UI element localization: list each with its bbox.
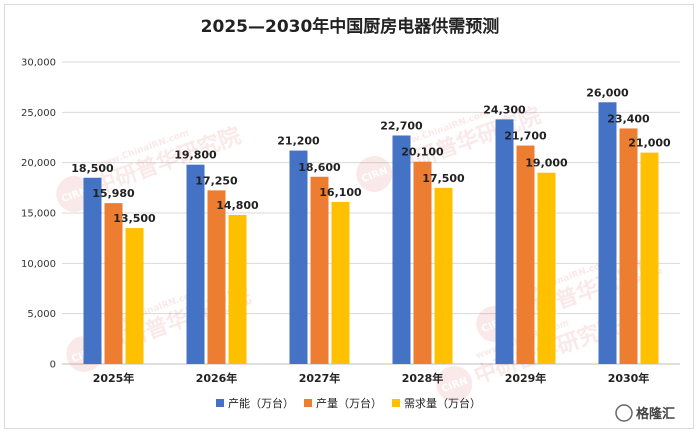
data-label: 13,500	[113, 212, 156, 225]
bar	[537, 172, 556, 364]
data-label: 21,000	[628, 137, 671, 150]
data-label: 18,600	[298, 161, 341, 174]
data-label: 18,500	[71, 162, 114, 175]
data-label: 19,800	[174, 149, 217, 162]
legend: 产能（万台） 产量（万台） 需求量（万台）	[216, 396, 481, 410]
watermark-badge	[436, 365, 473, 402]
data-label: 21,200	[277, 135, 320, 148]
legend-swatch	[216, 399, 224, 407]
x-axis: 2025年 2026年 2027年 2028年 2029年 2030年	[93, 371, 650, 385]
y-tick-label: 25,000	[21, 108, 56, 119]
y-tick-label: 0	[50, 360, 56, 371]
y-tick-label: 10,000	[21, 259, 56, 270]
data-label: 20,100	[401, 146, 444, 159]
bar	[516, 145, 535, 364]
bar	[434, 187, 453, 364]
legend-swatch	[392, 399, 400, 407]
x-tick-label: 2026年	[196, 371, 238, 385]
x-tick-label: 2025年	[93, 371, 135, 385]
bar	[207, 190, 226, 364]
bar	[619, 128, 638, 364]
bar	[228, 215, 247, 364]
y-tick-label: 20,000	[21, 158, 56, 169]
data-label: 24,300	[483, 103, 526, 116]
data-label: 19,000	[525, 157, 568, 170]
legend-swatch	[304, 399, 312, 407]
bar	[83, 177, 102, 364]
y-axis: 0 5,000 10,000 15,000 20,000 25,000 30,000	[21, 58, 56, 371]
corner-logo: 格隆汇	[615, 404, 675, 422]
watermark-badge	[356, 155, 393, 192]
logo-icon	[615, 404, 633, 422]
y-tick-label: 5,000	[27, 309, 56, 320]
legend-label: 需求量（万台）	[404, 396, 481, 410]
chart-frame	[4, 4, 694, 429]
bar	[310, 176, 329, 364]
bar	[186, 164, 205, 364]
legend-label: 产能（万台）	[228, 396, 294, 410]
bar	[495, 119, 514, 364]
data-label: 23,400	[607, 112, 650, 125]
data-label: 17,250	[195, 174, 238, 187]
x-tick-label: 2028年	[402, 371, 444, 385]
bar	[598, 102, 617, 365]
logo-text: 格隆汇	[636, 406, 675, 422]
bars	[83, 102, 659, 365]
data-label: 16,100	[319, 186, 362, 199]
x-tick-label: 2027年	[299, 371, 341, 385]
data-label: 21,700	[504, 130, 547, 143]
data-label: 22,700	[380, 119, 423, 132]
legend-label: 产量（万台）	[316, 396, 382, 410]
y-tick-label: 30,000	[21, 58, 56, 69]
y-tick-label: 15,000	[21, 209, 56, 220]
bar	[392, 135, 411, 364]
bar	[640, 152, 659, 364]
data-label: 26,000	[586, 86, 629, 99]
bar	[104, 203, 123, 364]
data-label: 17,500	[422, 172, 465, 185]
grid	[62, 61, 680, 365]
data-labels: 18,500 15,980 13,500 19,800 17,250 14,800 21,2…	[71, 86, 671, 225]
bar	[413, 161, 432, 364]
chart-title: 2025—2030年中国厨房电器供需预测	[201, 16, 500, 37]
watermark-badge	[56, 175, 93, 212]
bar	[331, 201, 350, 364]
bar	[125, 228, 144, 364]
data-label: 15,980	[92, 187, 135, 200]
data-label: 14,800	[216, 199, 259, 212]
x-tick-label: 2030年	[608, 371, 650, 385]
x-tick-label: 2029年	[505, 371, 547, 385]
bar	[289, 150, 308, 364]
